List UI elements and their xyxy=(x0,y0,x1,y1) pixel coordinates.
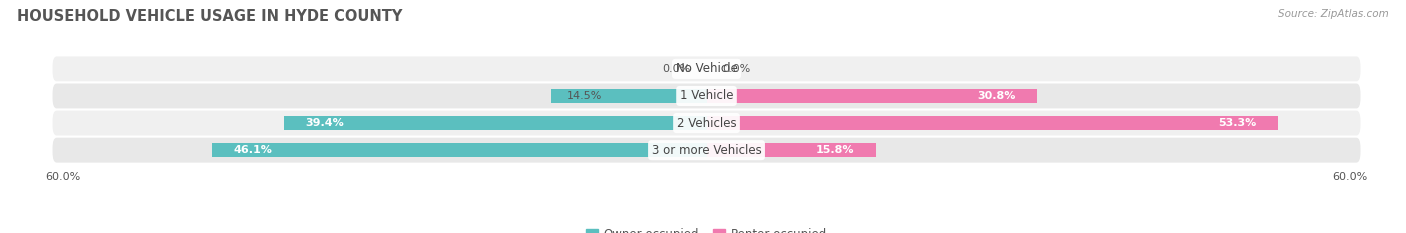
Text: No Vehicle: No Vehicle xyxy=(675,62,738,75)
FancyBboxPatch shape xyxy=(52,138,1361,163)
Text: 0.0%: 0.0% xyxy=(723,64,751,74)
Text: 3 or more Vehicles: 3 or more Vehicles xyxy=(651,144,762,157)
Bar xyxy=(551,89,707,103)
Text: 1 Vehicle: 1 Vehicle xyxy=(679,89,734,103)
FancyBboxPatch shape xyxy=(52,56,1361,81)
Text: Source: ZipAtlas.com: Source: ZipAtlas.com xyxy=(1278,9,1389,19)
Text: 30.8%: 30.8% xyxy=(977,91,1015,101)
Text: HOUSEHOLD VEHICLE USAGE IN HYDE COUNTY: HOUSEHOLD VEHICLE USAGE IN HYDE COUNTY xyxy=(17,9,402,24)
Text: 0.0%: 0.0% xyxy=(662,64,690,74)
FancyBboxPatch shape xyxy=(52,83,1361,108)
Text: 2 Vehicles: 2 Vehicles xyxy=(676,116,737,130)
FancyBboxPatch shape xyxy=(52,111,1361,136)
Text: 46.1%: 46.1% xyxy=(233,145,273,155)
Bar xyxy=(284,116,707,130)
Text: 53.3%: 53.3% xyxy=(1218,118,1257,128)
Bar xyxy=(212,143,707,157)
Text: 15.8%: 15.8% xyxy=(815,145,855,155)
Bar xyxy=(707,89,1036,103)
Text: 39.4%: 39.4% xyxy=(305,118,344,128)
Legend: Owner-occupied, Renter-occupied: Owner-occupied, Renter-occupied xyxy=(581,223,832,233)
Text: 14.5%: 14.5% xyxy=(567,91,603,101)
Bar xyxy=(707,143,876,157)
Bar xyxy=(707,116,1278,130)
